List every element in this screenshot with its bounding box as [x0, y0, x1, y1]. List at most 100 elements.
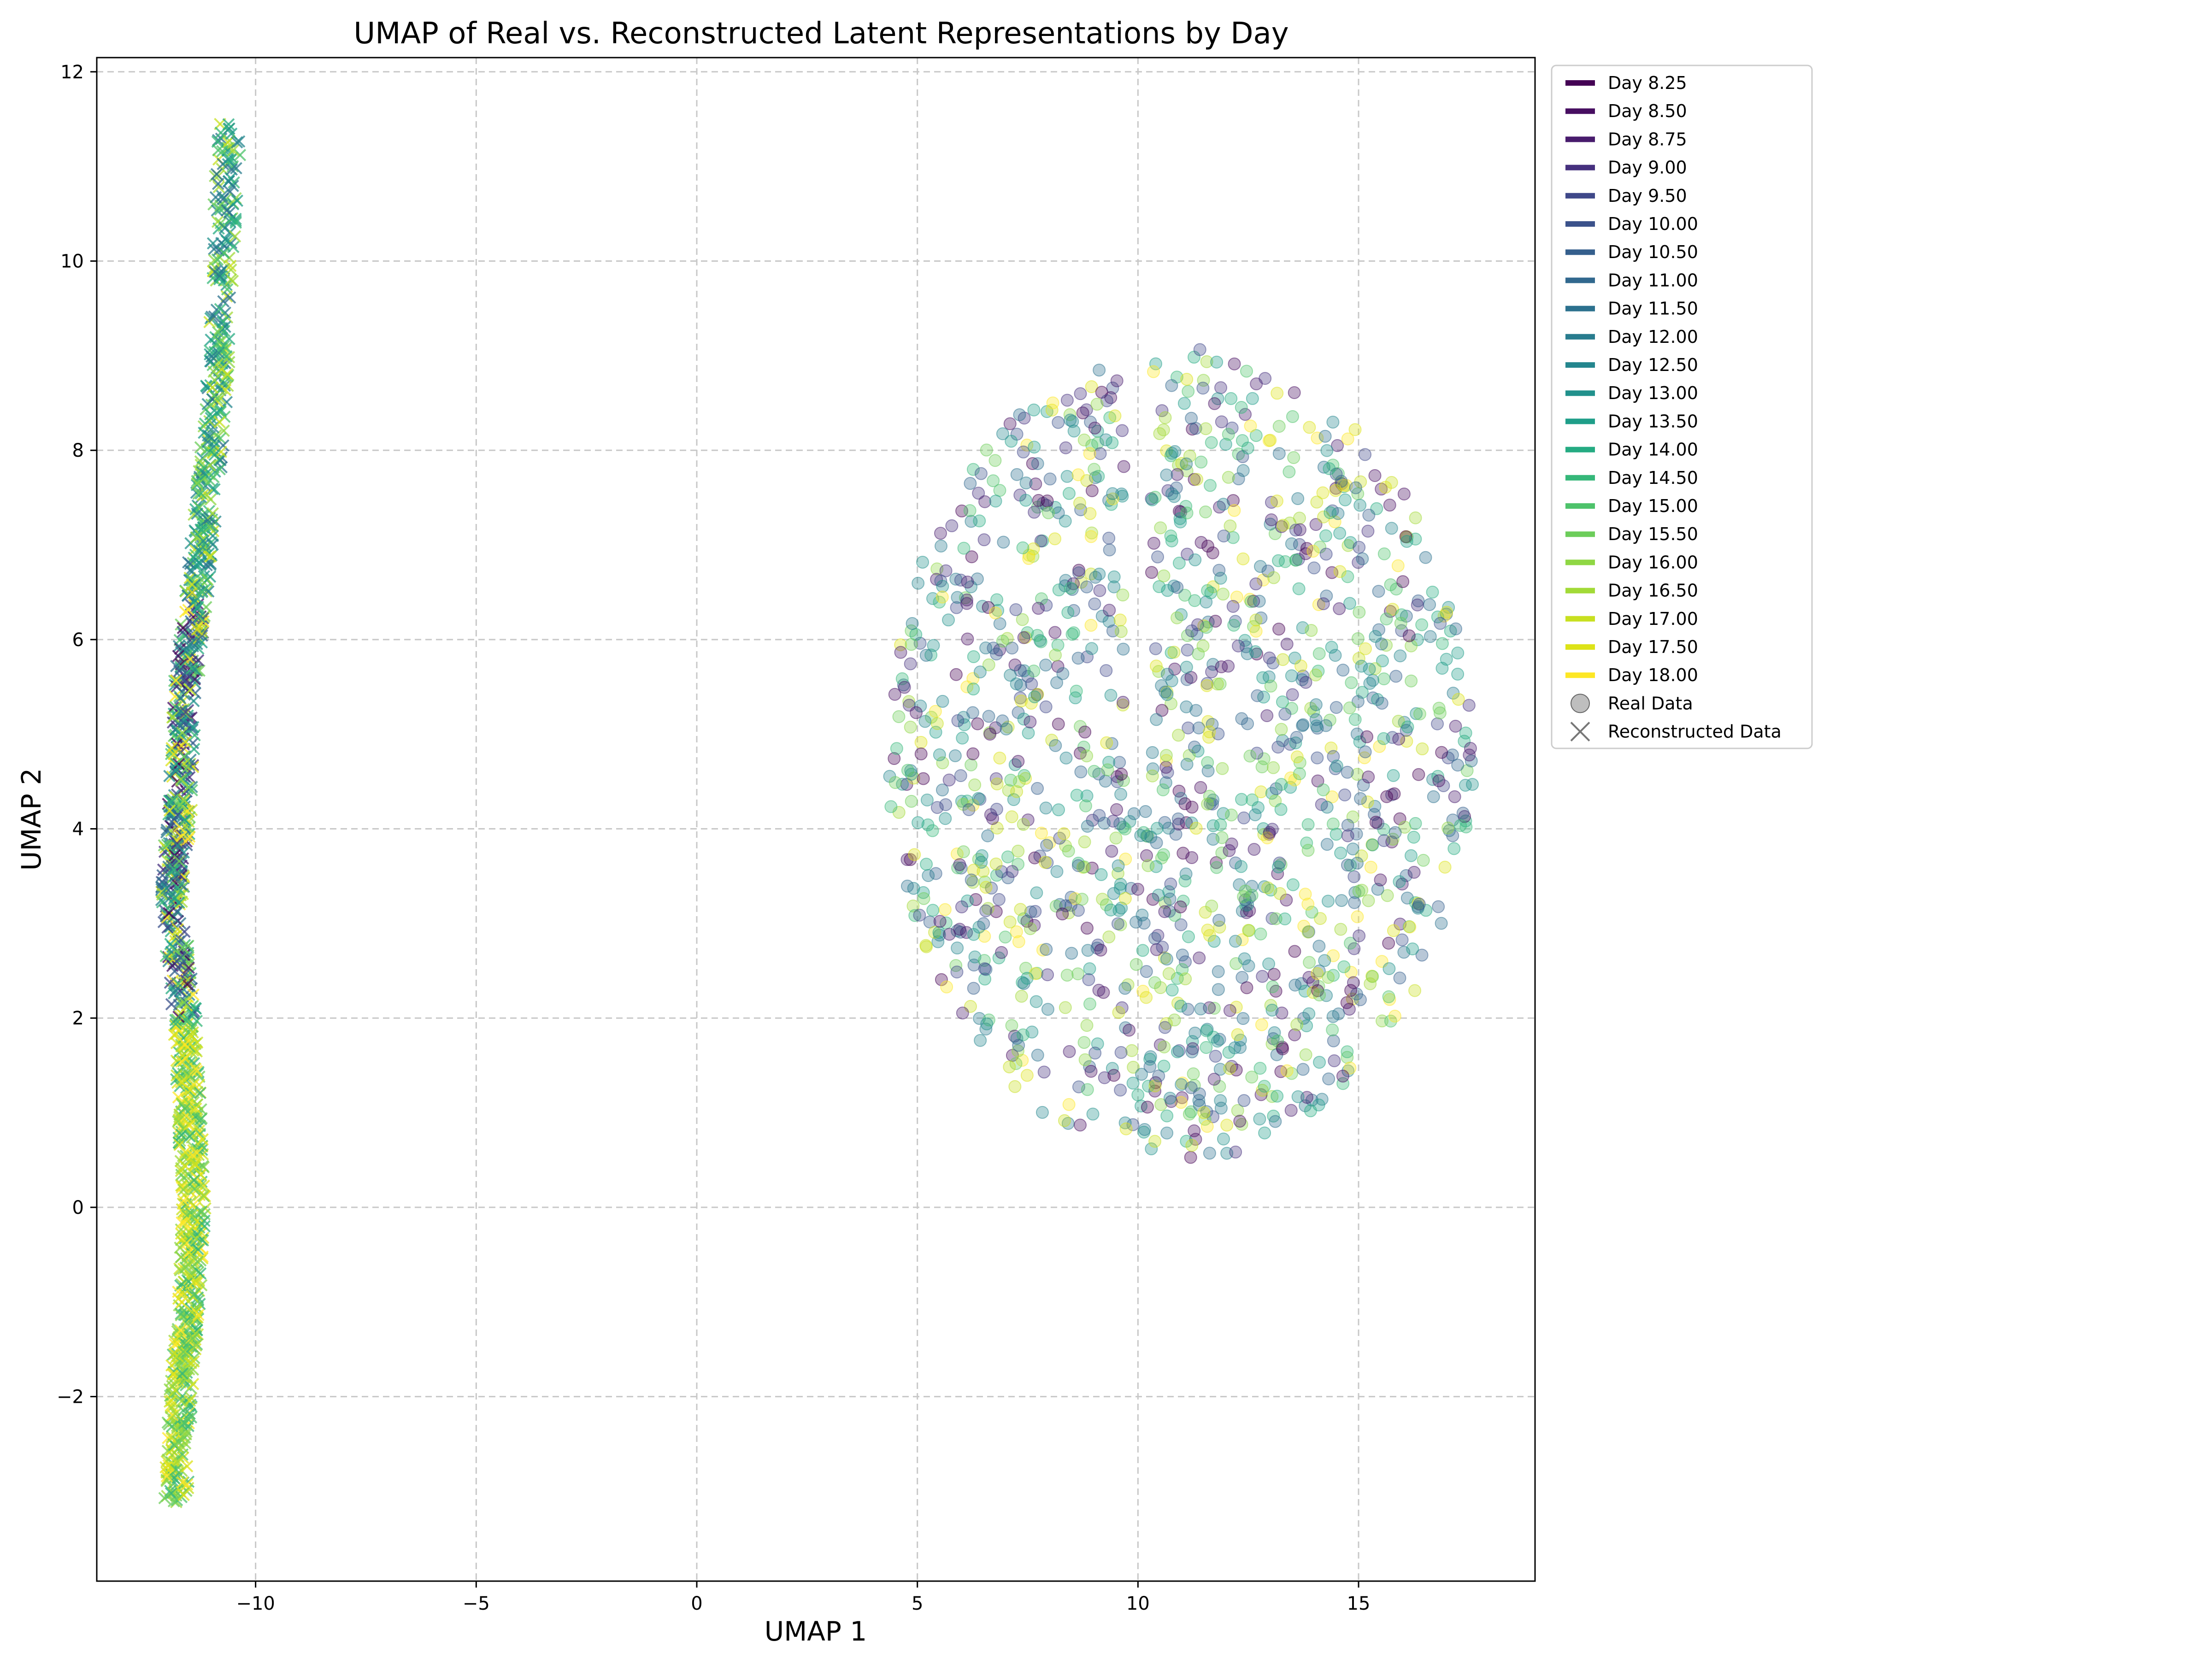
- real-data-point: [961, 632, 974, 646]
- real-data-point: [1093, 809, 1106, 822]
- real-data-point: [1113, 882, 1127, 895]
- real-data-point: [950, 965, 964, 979]
- real-data-point: [1408, 984, 1422, 997]
- real-data-point: [1030, 886, 1043, 900]
- real-data-point: [1288, 386, 1301, 399]
- real-data-point: [1259, 372, 1272, 385]
- real-data-point: [1369, 629, 1382, 643]
- real-data-point: [1353, 606, 1366, 619]
- legend-label: Day 9.00: [1608, 158, 1687, 178]
- real-data-point: [1078, 725, 1092, 739]
- real-data-point: [1203, 725, 1216, 739]
- real-data-point: [1312, 940, 1326, 953]
- real-data-point: [1276, 1042, 1289, 1055]
- real-data-point: [1163, 892, 1177, 906]
- real-data-point: [1396, 575, 1410, 588]
- real-data-point: [1140, 991, 1153, 1004]
- real-data-point: [1088, 765, 1101, 778]
- real-data-point: [1360, 730, 1374, 743]
- real-data-point: [1249, 429, 1263, 442]
- real-data-point: [1116, 695, 1130, 709]
- legend-label: Day 16.50: [1608, 581, 1698, 601]
- real-data-point: [1317, 597, 1330, 611]
- real-data-point: [1330, 701, 1343, 714]
- real-data-point: [1380, 612, 1393, 626]
- real-data-point: [1369, 816, 1382, 829]
- real-data-point: [1394, 649, 1407, 663]
- real-data-point: [912, 577, 925, 590]
- real-data-point: [1105, 845, 1118, 858]
- real-data-point: [1380, 639, 1393, 652]
- real-data-point: [1059, 514, 1072, 528]
- real-data-point: [956, 731, 969, 745]
- real-data-point: [923, 915, 936, 929]
- real-data-point: [1172, 556, 1186, 570]
- real-data-point: [1179, 955, 1192, 969]
- real-data-point: [1134, 829, 1147, 842]
- real-data-point: [1099, 775, 1112, 788]
- real-data-point: [1293, 523, 1306, 536]
- real-data-point: [906, 900, 920, 913]
- real-data-point: [1085, 484, 1099, 497]
- real-data-point: [1188, 553, 1202, 566]
- real-data-point: [1247, 843, 1261, 856]
- real-data-point: [936, 580, 949, 593]
- real-data-point: [1014, 903, 1027, 916]
- real-data-point: [1078, 835, 1091, 848]
- real-data-point: [1041, 968, 1054, 982]
- real-data-point: [921, 818, 935, 832]
- real-data-point: [1384, 1014, 1397, 1028]
- real-data-point: [1143, 1060, 1157, 1073]
- real-data-point: [1136, 984, 1150, 998]
- real-data-point: [1303, 421, 1316, 434]
- real-data-point: [1222, 659, 1235, 673]
- real-data-point: [935, 590, 949, 604]
- real-data-point: [1449, 719, 1462, 733]
- real-data-point: [1249, 624, 1263, 638]
- real-data-point: [1042, 506, 1055, 519]
- real-data-point: [1184, 1151, 1197, 1164]
- real-data-point: [1337, 960, 1351, 973]
- real-data-point: [1353, 499, 1367, 512]
- real-data-point: [1375, 697, 1388, 710]
- real-data-point: [982, 902, 995, 915]
- real-data-point: [1193, 951, 1206, 965]
- real-data-point: [1071, 468, 1085, 482]
- real-data-point: [935, 783, 949, 797]
- real-data-point: [1145, 1142, 1158, 1156]
- real-data-point: [1361, 795, 1374, 809]
- real-data-point: [1180, 700, 1193, 713]
- real-data-point: [1146, 746, 1159, 759]
- real-data-point: [1411, 598, 1424, 612]
- real-data-point: [1006, 865, 1019, 878]
- real-data-point: [1236, 464, 1250, 477]
- real-data-point: [1019, 494, 1033, 507]
- real-data-point: [1065, 947, 1078, 960]
- real-data-point: [1024, 922, 1037, 935]
- real-data-point: [1272, 447, 1286, 460]
- legend-label: Day 15.00: [1608, 496, 1698, 516]
- real-data-point: [917, 772, 930, 785]
- real-data-point: [1244, 419, 1257, 433]
- real-data-point: [1074, 765, 1088, 779]
- real-data-point: [943, 928, 956, 941]
- real-data-point: [1056, 907, 1069, 921]
- real-data-point: [901, 764, 914, 777]
- real-data-point: [1407, 830, 1420, 844]
- real-data-point: [1301, 818, 1315, 831]
- real-data-point: [1270, 782, 1283, 795]
- real-data-point: [1400, 891, 1414, 905]
- real-data-point: [1093, 567, 1106, 581]
- real-data-point: [1452, 693, 1465, 706]
- real-data-point: [1401, 720, 1414, 734]
- real-data-point: [1389, 670, 1403, 683]
- real-data-point: [1238, 952, 1251, 965]
- real-data-point: [1260, 709, 1274, 722]
- real-data-point: [1160, 688, 1174, 701]
- real-data-point: [1354, 792, 1367, 805]
- real-data-point: [978, 962, 991, 976]
- real-data-point: [888, 776, 902, 789]
- real-data-point: [1209, 1049, 1222, 1063]
- real-data-point: [1348, 423, 1362, 436]
- real-data-point: [1107, 570, 1121, 583]
